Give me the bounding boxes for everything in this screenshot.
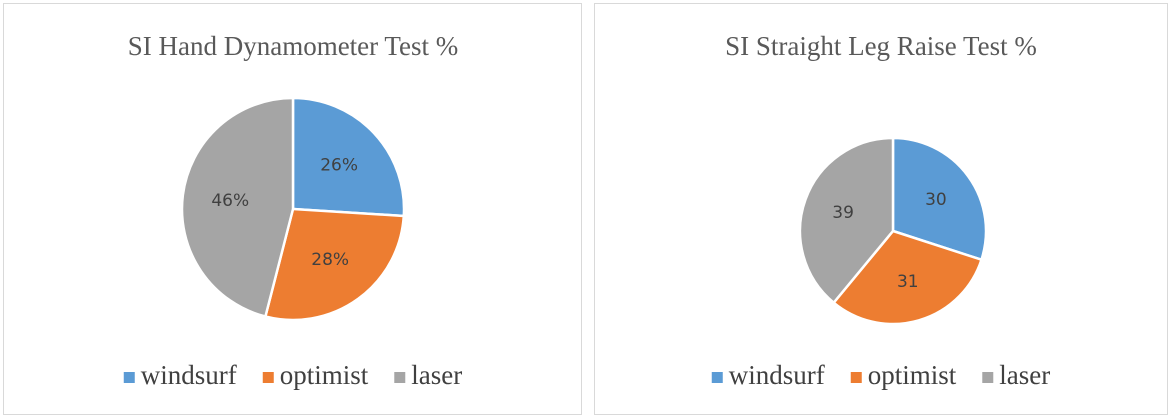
legend-label: laser — [411, 360, 462, 390]
legend-swatch — [262, 372, 274, 383]
chart-title: SI Straight Leg Raise Test % — [725, 31, 1037, 61]
legend-swatch — [123, 372, 135, 383]
data-label: 39 — [832, 203, 854, 223]
chart-title: SI Hand Dynamometer Test % — [128, 31, 459, 61]
legend-label: windsurf — [729, 360, 825, 390]
legend-label: optimist — [868, 360, 957, 390]
legend-label: optimist — [280, 360, 369, 390]
legend-swatch — [394, 372, 406, 383]
data-label: 26% — [320, 156, 358, 176]
data-label: 31 — [897, 272, 919, 292]
legend-swatch — [982, 372, 994, 383]
pie-slice — [291, 96, 406, 218]
pie-slice — [891, 136, 988, 262]
pie-slice — [831, 229, 984, 326]
data-label: 46% — [211, 191, 249, 211]
pie-slice — [263, 207, 406, 322]
pie-slice — [180, 96, 295, 319]
data-label: 28% — [311, 250, 349, 270]
legend-swatch — [850, 372, 862, 383]
pie-slice — [798, 136, 895, 305]
data-label: 30 — [925, 190, 947, 210]
legend-label: laser — [999, 360, 1050, 390]
legend-swatch — [711, 372, 723, 383]
legend-label: windsurf — [141, 360, 237, 390]
